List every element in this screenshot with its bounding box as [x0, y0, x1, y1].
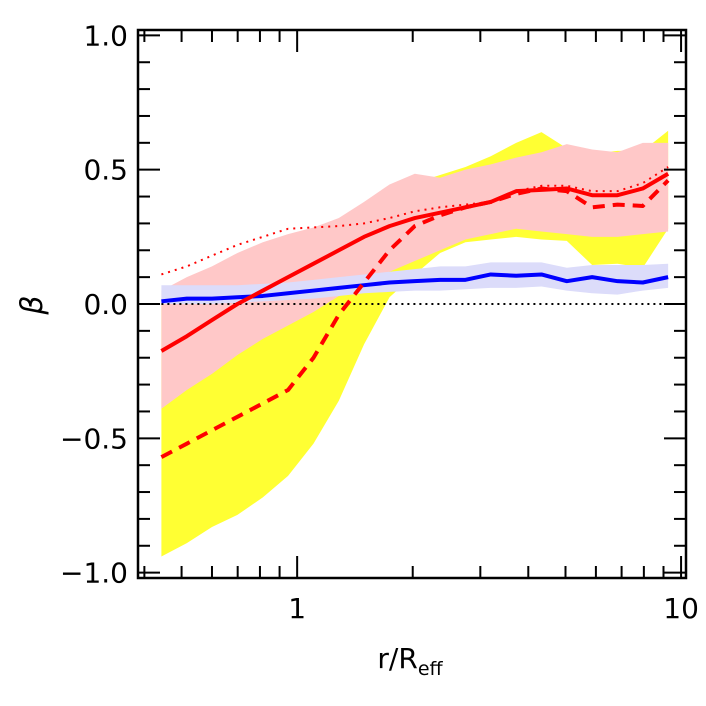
y-tick-label: −1.0 — [60, 557, 128, 590]
band-0 — [161, 130, 669, 557]
y-tick-label: −0.5 — [60, 422, 128, 455]
y-tick-label: 0.0 — [83, 288, 128, 321]
series-line-solid-1 — [160, 171, 670, 353]
series-line-dotted-3 — [161, 166, 669, 276]
axes — [136, 28, 688, 580]
tick-labels: 1.0 0.5 0.0 −0.5 −1.0 1 10 — [60, 19, 699, 625]
x-tick-label: 10 — [663, 592, 699, 625]
x-axis-label: r/Reff — [377, 642, 443, 680]
y-axis-label: β — [15, 295, 50, 315]
x-tick-label: 1 — [288, 592, 306, 625]
x-axis-label-subscript: eff — [418, 658, 444, 680]
y-tick-label: 1.0 — [83, 19, 128, 52]
y-tick-label: 0.5 — [83, 154, 128, 187]
series-line-solid-0 — [161, 272, 669, 304]
band-1 — [161, 142, 669, 409]
series-line-dashed-2 — [160, 179, 670, 459]
series-lines — [160, 166, 670, 459]
